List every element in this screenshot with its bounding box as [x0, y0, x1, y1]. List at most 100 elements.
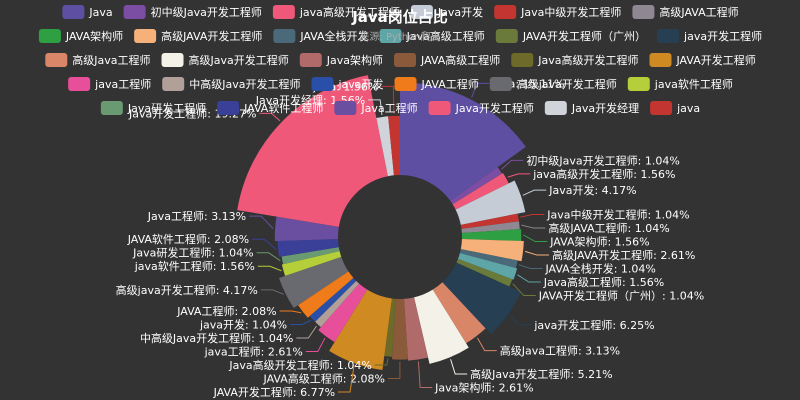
- pie-slice-21[interactable]: [298, 271, 354, 318]
- legend-item-20[interactable]: java开发: [311, 77, 384, 91]
- leader-line-21: [279, 310, 302, 314]
- legend-item-3[interactable]: Java开发: [410, 5, 483, 19]
- legend-swatch: [100, 101, 123, 115]
- legend-item-0[interactable]: Java: [62, 5, 113, 19]
- legend-item-29[interactable]: java: [650, 101, 700, 115]
- legend-item-5[interactable]: 高级JAVA工程师: [632, 5, 739, 19]
- legend-label: Java开发: [437, 5, 483, 19]
- slice-label-5: 高级JAVA工程师: 1.04%: [548, 221, 669, 235]
- pie-slice-14[interactable]: [404, 297, 429, 361]
- legend-swatch: [123, 5, 146, 19]
- pie-slice-3[interactable]: [455, 180, 526, 225]
- leader-line-10: [512, 283, 536, 297]
- legend-swatch: [511, 53, 534, 67]
- legend-label: Java研发工程师: [127, 101, 206, 115]
- legend-item-27[interactable]: Java开发工程师: [428, 101, 534, 115]
- legend-swatch: [299, 53, 322, 67]
- legend-item-10[interactable]: JAVA开发工程师（广州）: [495, 29, 646, 43]
- pie-slice-20[interactable]: [309, 277, 357, 322]
- leader-line-23: [257, 265, 282, 272]
- leader-line-18: [305, 337, 326, 352]
- legend-swatch: [134, 29, 157, 43]
- legend-item-26[interactable]: Java工程师: [334, 101, 418, 115]
- pie-slice-7[interactable]: [460, 239, 524, 262]
- pie-slice-9[interactable]: [458, 253, 518, 280]
- legend-item-6[interactable]: JAVA架构师: [38, 29, 123, 43]
- legend-swatch: [162, 77, 185, 91]
- pie-slice-29[interactable]: [388, 115, 400, 176]
- pie-slice-1[interactable]: [450, 167, 502, 205]
- legend-swatch: [45, 53, 68, 67]
- pie-slice-26[interactable]: [274, 216, 339, 242]
- pie-slice-28[interactable]: [376, 116, 394, 177]
- legend-item-21[interactable]: JAVA工程师: [394, 77, 479, 91]
- legend-item-18[interactable]: java工程师: [68, 77, 151, 91]
- legend-label: Java中级开发工程师: [520, 5, 621, 19]
- legend-item-25[interactable]: JAVA软件工程师: [217, 101, 323, 115]
- slice-label-10: JAVA开发工程师（广州）: 1.04%: [538, 289, 704, 303]
- legend-item-1[interactable]: 初中级Java开发工程师: [123, 5, 262, 19]
- slice-label-14: Java架构师: 2.61%: [434, 381, 533, 395]
- legend-item-28[interactable]: Java开发经理: [544, 101, 639, 115]
- legend-item-22[interactable]: 高级java开发工程师: [489, 77, 617, 91]
- pie-slice-13[interactable]: [414, 289, 469, 364]
- pie-slice-18[interactable]: [318, 283, 368, 343]
- chart-subtitle: 来源: Python爬虫: [359, 30, 440, 43]
- legend-label: Java开发工程师: [455, 101, 534, 115]
- legend-item-23[interactable]: java软件工程师: [627, 77, 733, 91]
- pie-slice-16[interactable]: [384, 298, 396, 357]
- slice-label-9: Java高级工程师: 1.56%: [543, 275, 664, 289]
- legend-item-7[interactable]: 高级JAVA开发工程师: [134, 29, 262, 43]
- pie-slices: [237, 75, 526, 370]
- legend-swatch: [394, 53, 417, 67]
- pie-slice-4[interactable]: [460, 213, 519, 229]
- legend-label: 高级Java开发工程师: [189, 53, 289, 67]
- legend-swatch: [489, 77, 512, 91]
- legend-label: Java工程师: [360, 102, 417, 115]
- pie-slice-23[interactable]: [281, 251, 342, 276]
- pie-slice-19[interactable]: [315, 280, 360, 328]
- pie-slice-8[interactable]: [459, 249, 518, 269]
- legend-label: JAVA工程师: [421, 78, 479, 91]
- pie-slice-22[interactable]: [279, 256, 349, 308]
- legend-item-14[interactable]: Java架构师: [299, 53, 383, 67]
- legend-item-8[interactable]: JAVA全栈开发: [273, 29, 369, 43]
- legend-item-9[interactable]: Java高级工程师: [379, 29, 485, 43]
- pie-slice-15[interactable]: [391, 298, 408, 360]
- legend-swatch: [632, 5, 655, 19]
- pie-slice-17[interactable]: [329, 289, 392, 370]
- legend-item-17[interactable]: JAVA开发工程师: [649, 53, 756, 67]
- leader-line-8: [518, 264, 543, 270]
- leader-line-19: [296, 325, 317, 339]
- slice-label-11: java开发工程师: 6.25%: [533, 318, 654, 332]
- slice-label-26: Java工程师: 3.13%: [147, 210, 246, 223]
- pie-slice-24[interactable]: [281, 247, 340, 265]
- pie-slice-11[interactable]: [442, 262, 522, 334]
- legend-item-15[interactable]: JAVA高级工程师: [394, 53, 500, 67]
- legend-item-24[interactable]: Java研发工程师: [100, 101, 206, 115]
- slice-label-13: 高级Java开发工程师: 5.21%: [470, 367, 612, 381]
- leader-line-1: [501, 159, 524, 170]
- legend-swatch: [494, 5, 517, 19]
- legend-item-19[interactable]: 中高级Java开发工程师: [162, 77, 300, 91]
- leader-line-25: [252, 238, 277, 250]
- leader-line-29: [381, 85, 395, 114]
- pie-slice-12[interactable]: [432, 282, 486, 344]
- pie-slice-10[interactable]: [456, 258, 513, 287]
- pie-slice-5[interactable]: [461, 221, 520, 233]
- slice-label-2: java高级开发工程师: 1.56%: [532, 167, 675, 181]
- legend-swatch: [650, 101, 673, 115]
- legend-label: JAVA软件工程师: [243, 101, 323, 115]
- legend-item-13[interactable]: 高级Java开发工程师: [161, 53, 289, 67]
- legend-label: java开发工程师: [683, 29, 762, 43]
- legend-item-16[interactable]: Java高级开发工程师: [511, 53, 639, 67]
- legend-item-2[interactable]: java高级开发工程师: [272, 5, 400, 19]
- legend-item-12[interactable]: 高级Java工程师: [45, 53, 151, 67]
- legend-swatch: [62, 5, 85, 19]
- legend-item-11[interactable]: java开发工程师: [657, 29, 762, 43]
- pie-slice-6[interactable]: [461, 229, 522, 241]
- pie-slice-2[interactable]: [452, 172, 509, 210]
- pie-slice-25[interactable]: [277, 239, 339, 257]
- legend-item-4[interactable]: Java中级开发工程师: [494, 5, 621, 19]
